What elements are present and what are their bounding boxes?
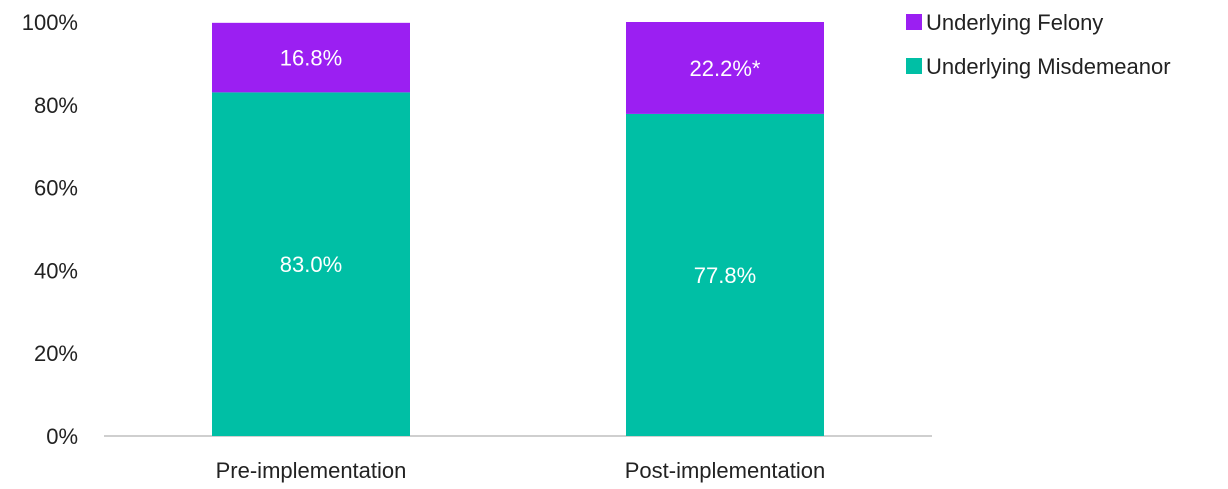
x-category-label: Pre-implementation xyxy=(216,458,407,483)
y-tick-label: 40% xyxy=(34,258,78,283)
bar-segment-misdemeanor xyxy=(212,92,410,436)
legend-swatch xyxy=(906,14,922,30)
y-tick-label: 20% xyxy=(34,341,78,366)
y-tick-label: 80% xyxy=(34,93,78,118)
data-label: 22.2%* xyxy=(690,56,761,81)
y-tick-label: 60% xyxy=(34,176,78,201)
y-tick-label: 0% xyxy=(46,424,78,449)
y-axis: 0% 20% 40% 60% 80% 100% xyxy=(22,10,78,449)
bars: 83.0% 16.8% 77.8% 22.2%* xyxy=(212,22,824,437)
legend-label: Underlying Misdemeanor xyxy=(926,54,1171,79)
data-label: 77.8% xyxy=(694,263,756,288)
x-category-label: Post-implementation xyxy=(625,458,826,483)
bar-segment-felony xyxy=(212,22,410,93)
y-tick-label: 100% xyxy=(22,10,78,35)
x-axis: Pre-implementation Post-implementation xyxy=(104,435,932,483)
data-label: 16.8% xyxy=(280,46,342,71)
legend-label: Underlying Felony xyxy=(926,10,1103,35)
bar-segment-misdemeanor xyxy=(626,113,824,437)
legend-swatch xyxy=(906,58,922,74)
data-label: 83.0% xyxy=(280,252,342,277)
bar-segment-felony xyxy=(626,22,824,114)
legend: Underlying Felony Underlying Misdemeanor xyxy=(906,10,1171,79)
